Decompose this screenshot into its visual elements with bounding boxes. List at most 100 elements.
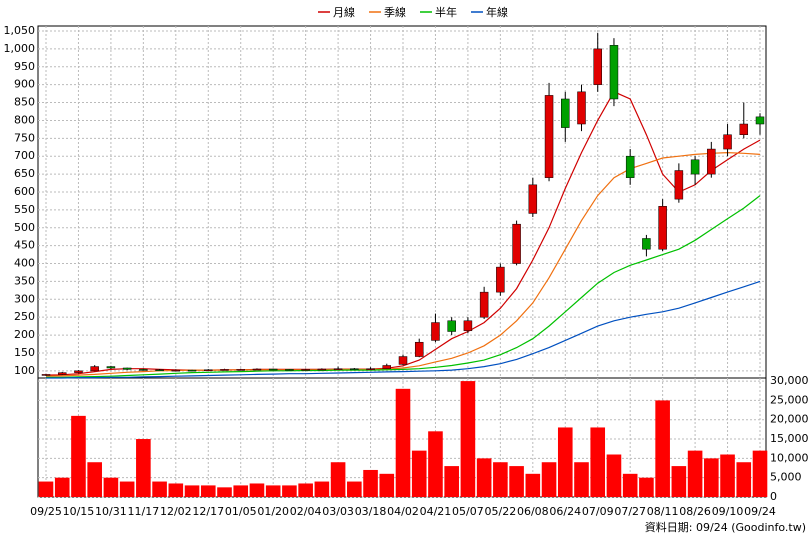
- candle-body: [739, 123, 749, 135]
- y-tick-label: 350: [14, 274, 35, 287]
- y-tick-label: 800: [14, 113, 35, 126]
- volume-bar: [379, 473, 395, 497]
- volume-bar: [119, 481, 135, 497]
- x-tick-label: 07/27: [614, 505, 646, 518]
- volume-bar: [314, 481, 330, 497]
- legend-label: 月線: [333, 5, 355, 19]
- volume-bar: [249, 483, 265, 497]
- volume-bar: [574, 462, 589, 497]
- ma-line: [45, 151, 761, 377]
- x-tick-label: 08/11: [647, 505, 679, 518]
- candle-body: [398, 356, 408, 365]
- candle-body: [512, 223, 521, 264]
- candle-body: [674, 170, 684, 200]
- y2-tick-label: 20,000: [770, 413, 808, 426]
- volume-bar: [184, 485, 200, 497]
- volume-bar: [671, 466, 687, 497]
- x-tick-label: 10/15: [63, 505, 95, 518]
- volume-bar: [720, 454, 735, 497]
- y-tick-label: 900: [14, 78, 35, 91]
- candle-body: [723, 134, 732, 150]
- candle-body: [642, 238, 651, 250]
- y-tick-label: 550: [14, 203, 35, 216]
- volume-bar: [622, 473, 638, 497]
- x-tick-label: 06/08: [517, 505, 549, 518]
- candle-body: [41, 374, 51, 376]
- candle-body: [122, 367, 132, 370]
- candle-body: [625, 155, 635, 178]
- legend: 月線 季線 半年 年線: [318, 5, 508, 19]
- y-tick-label: 100: [14, 364, 35, 377]
- candle-body: [414, 341, 424, 357]
- candle-body: [690, 159, 700, 175]
- x-tick-label: 01/05: [225, 505, 257, 518]
- y-tick-label: 500: [14, 221, 35, 234]
- y-tick-label: 950: [14, 60, 35, 73]
- volume-bar: [541, 462, 557, 497]
- volume-bar: [428, 431, 443, 497]
- candle-body: [155, 369, 164, 372]
- x-tick-label: 11/17: [128, 505, 160, 518]
- candle-body: [220, 369, 229, 371]
- volume-bar: [704, 458, 719, 497]
- x-tick-label: 01/20: [257, 505, 289, 518]
- x-tick-label: 05/07: [452, 505, 484, 518]
- y2-tick-label: 25,000: [770, 393, 808, 406]
- volume-bar: [476, 458, 492, 497]
- candle-body: [479, 291, 489, 318]
- x-tick-label: 08/26: [679, 505, 711, 518]
- volume-bar: [493, 462, 508, 497]
- candle-body: [74, 370, 83, 373]
- footer: 資料日期: 09/24 (Goodinfo.tw): [645, 520, 806, 534]
- candle-body: [285, 369, 294, 371]
- volume-bar: [736, 462, 752, 497]
- volume-bar: [509, 466, 524, 497]
- volume-bar: [444, 466, 459, 497]
- candle-body: [333, 368, 343, 370]
- volume-bar: [655, 400, 670, 497]
- volume-bar: [38, 481, 54, 497]
- y-tick-label: 750: [14, 131, 35, 144]
- volume-bar: [168, 483, 184, 497]
- y-tick-label: 650: [14, 167, 35, 180]
- volume-bar: [752, 450, 768, 497]
- x-tick-label: 10/31: [95, 505, 127, 518]
- candle-body: [382, 365, 392, 369]
- volume-bar: [687, 450, 703, 497]
- volume-bar: [282, 485, 297, 497]
- volume-bar: [54, 477, 70, 497]
- volume-bar: [265, 485, 281, 497]
- volume-bar: [152, 481, 167, 497]
- candle-body: [755, 116, 765, 125]
- candle-body: [593, 48, 602, 85]
- candle-body: [496, 266, 505, 293]
- candle-body: [106, 366, 116, 369]
- candle-body: [431, 322, 440, 341]
- y-tick-label: 150: [14, 346, 35, 359]
- candle-body: [707, 148, 716, 175]
- candle-body: [268, 368, 278, 371]
- volume-bar: [460, 381, 476, 497]
- candle-body: [609, 45, 619, 100]
- candle-body: [528, 184, 538, 214]
- candle-body: [139, 369, 148, 371]
- y-tick-label: 600: [14, 185, 35, 198]
- legend-label: 半年: [435, 5, 457, 19]
- x-tick-label: 07/09: [582, 505, 614, 518]
- candle-body: [171, 369, 181, 372]
- ma-line: [45, 91, 761, 376]
- volume-bar: [557, 427, 573, 497]
- volume-bar: [347, 481, 362, 497]
- y2-tick-label: 5,000: [770, 471, 802, 484]
- y-tick-label: 400: [14, 257, 35, 270]
- volume-bar: [103, 477, 119, 497]
- volume-bar: [87, 462, 102, 497]
- y-tick-label: 700: [14, 149, 35, 162]
- x-tick-label: 06/24: [549, 505, 581, 518]
- candle-body: [187, 369, 197, 372]
- x-tick-label: 04/21: [420, 505, 452, 518]
- candle-body: [561, 98, 570, 128]
- y2-tick-label: 30,000: [770, 374, 808, 387]
- volume-bar: [639, 477, 654, 497]
